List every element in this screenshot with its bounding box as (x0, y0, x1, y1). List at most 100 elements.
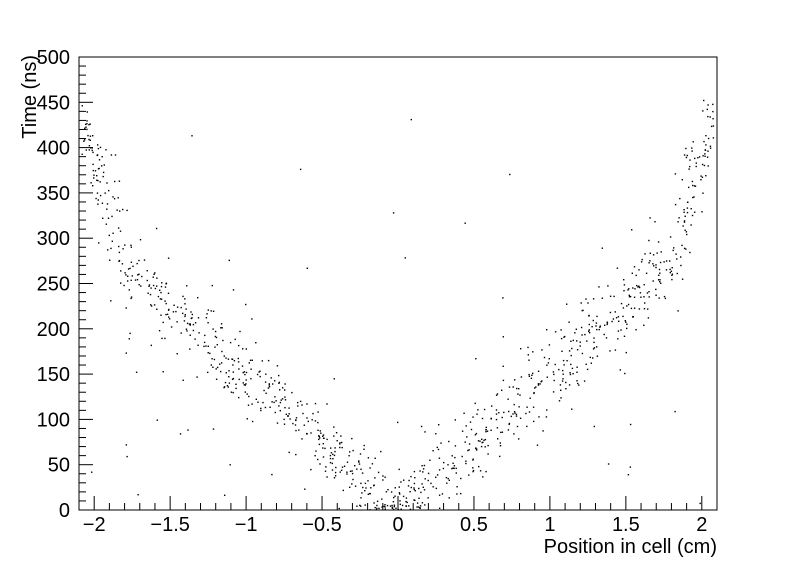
data-point (438, 457, 441, 459)
data-point (585, 363, 587, 365)
data-point (592, 319, 594, 322)
data-point (110, 300, 112, 302)
data-point (225, 372, 227, 374)
data-point (295, 419, 297, 421)
data-point (311, 419, 313, 421)
data-point (689, 165, 691, 168)
data-point (483, 439, 485, 441)
data-point (138, 284, 140, 286)
data-point (438, 494, 441, 496)
data-point (596, 355, 599, 357)
data-point (246, 393, 248, 395)
data-point (631, 272, 633, 274)
data-point (418, 497, 420, 499)
data-point (561, 380, 564, 382)
data-point (566, 360, 568, 362)
data-point (224, 494, 226, 496)
data-point (647, 317, 650, 319)
data-point (495, 418, 498, 421)
data-point (248, 362, 250, 364)
data-point (194, 322, 197, 324)
data-point (619, 369, 621, 371)
data-point (122, 208, 124, 211)
data-point (92, 163, 94, 166)
data-point (380, 450, 382, 453)
data-point (603, 333, 605, 336)
data-point (420, 425, 423, 428)
data-point (688, 186, 690, 189)
data-point (96, 175, 98, 177)
data-point (246, 418, 248, 420)
data-point (571, 367, 574, 370)
data-point (89, 135, 92, 137)
data-point (381, 506, 383, 508)
data-point (183, 320, 186, 322)
data-point (88, 149, 90, 151)
data-point (479, 440, 481, 442)
data-point (143, 259, 146, 261)
data-point (373, 484, 375, 486)
data-point (695, 165, 697, 168)
data-point (686, 233, 688, 236)
data-point (320, 432, 322, 434)
data-point (330, 447, 332, 449)
data-point (284, 389, 286, 391)
x-tick-label: −1 (235, 514, 258, 536)
data-point (92, 151, 94, 154)
data-point (641, 258, 643, 261)
data-point (578, 384, 580, 386)
data-point (295, 429, 297, 432)
plot-frame (78, 56, 718, 511)
data-point (498, 412, 500, 414)
data-point (156, 277, 158, 279)
data-point (267, 359, 270, 362)
data-point (238, 396, 240, 399)
data-point (279, 401, 282, 404)
data-point (184, 303, 186, 305)
data-point (685, 231, 688, 233)
data-point (478, 465, 480, 468)
data-point (284, 383, 286, 385)
data-point (633, 296, 636, 298)
data-point (226, 385, 229, 387)
y-axis-title: Time (ns) (19, 55, 41, 139)
data-point (207, 371, 209, 374)
data-point (687, 201, 689, 203)
data-point (120, 282, 122, 284)
data-point (553, 373, 555, 376)
data-point (215, 368, 217, 370)
data-point (191, 317, 193, 319)
data-point (264, 381, 267, 383)
data-point (190, 311, 192, 313)
data-point (92, 135, 94, 137)
data-point (322, 435, 324, 437)
data-point (85, 149, 87, 151)
data-point (466, 436, 468, 438)
data-point (638, 308, 641, 310)
data-point (128, 338, 130, 340)
data-point (229, 464, 231, 466)
data-point (562, 359, 565, 362)
data-point (242, 348, 244, 350)
data-point (271, 473, 273, 476)
data-point (628, 288, 630, 290)
data-point (692, 141, 694, 143)
data-point (607, 285, 609, 287)
data-point (395, 507, 397, 509)
data-point (97, 203, 99, 205)
data-point (689, 251, 691, 254)
data-point (612, 318, 615, 320)
data-point (680, 264, 682, 267)
data-point (167, 309, 170, 311)
data-point (81, 105, 83, 107)
data-point (392, 212, 395, 214)
data-point (92, 185, 94, 187)
data-point (435, 433, 437, 435)
data-point (125, 274, 127, 276)
data-point (519, 394, 521, 396)
data-point (284, 396, 286, 398)
data-point (270, 377, 272, 379)
x-tick-label: 2 (696, 514, 707, 536)
data-point (304, 488, 306, 490)
data-point (233, 360, 236, 362)
